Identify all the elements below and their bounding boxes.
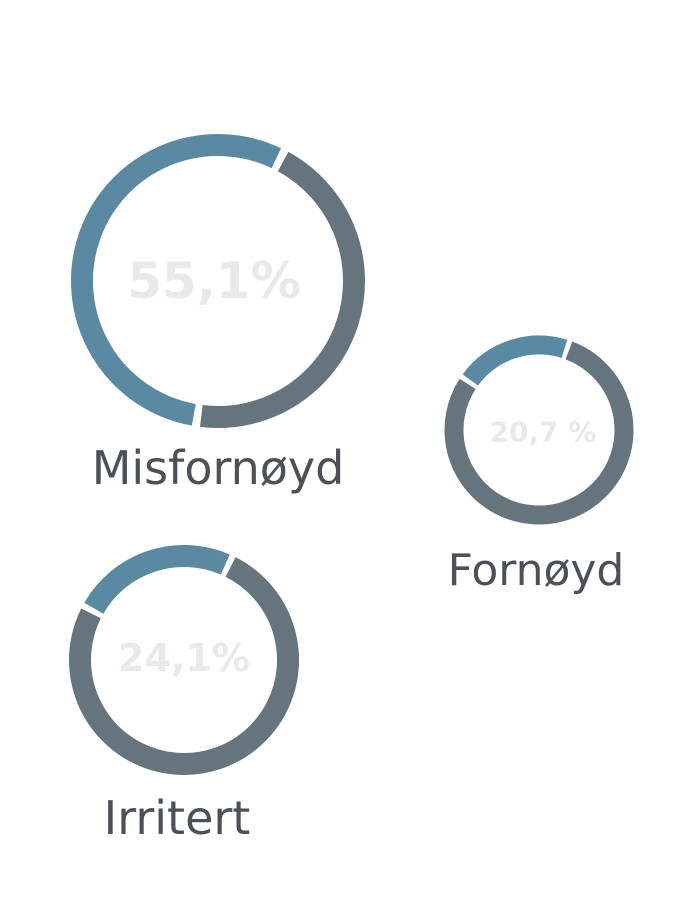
irritert-percent-label: 24,1%	[118, 636, 250, 680]
fornoyd-percent-label: 20,7 %	[490, 416, 597, 449]
misfornoyd-remainder-arc	[199, 151, 365, 428]
donut-misfornoyd: 55,1% Misfornøyd	[71, 134, 365, 495]
misfornoyd-percent-label: 55,1%	[127, 252, 300, 310]
misfornoyd-category-label: Misfornøyd	[92, 441, 345, 495]
irritert-remainder-arc	[69, 557, 299, 775]
fornoyd-value-arc	[462, 335, 568, 386]
fornoyd-remainder-arc	[444, 341, 634, 525]
donut-fornoyd: 20,7 % Fornøyd	[444, 335, 634, 596]
irritert-value-arc	[84, 545, 230, 614]
donut-irritert: 24,1% Irritert	[69, 545, 299, 845]
fornoyd-category-label: Fornøyd	[448, 545, 625, 596]
misfornoyd-value-arc	[71, 134, 282, 426]
irritert-category-label: Irritert	[104, 791, 251, 845]
